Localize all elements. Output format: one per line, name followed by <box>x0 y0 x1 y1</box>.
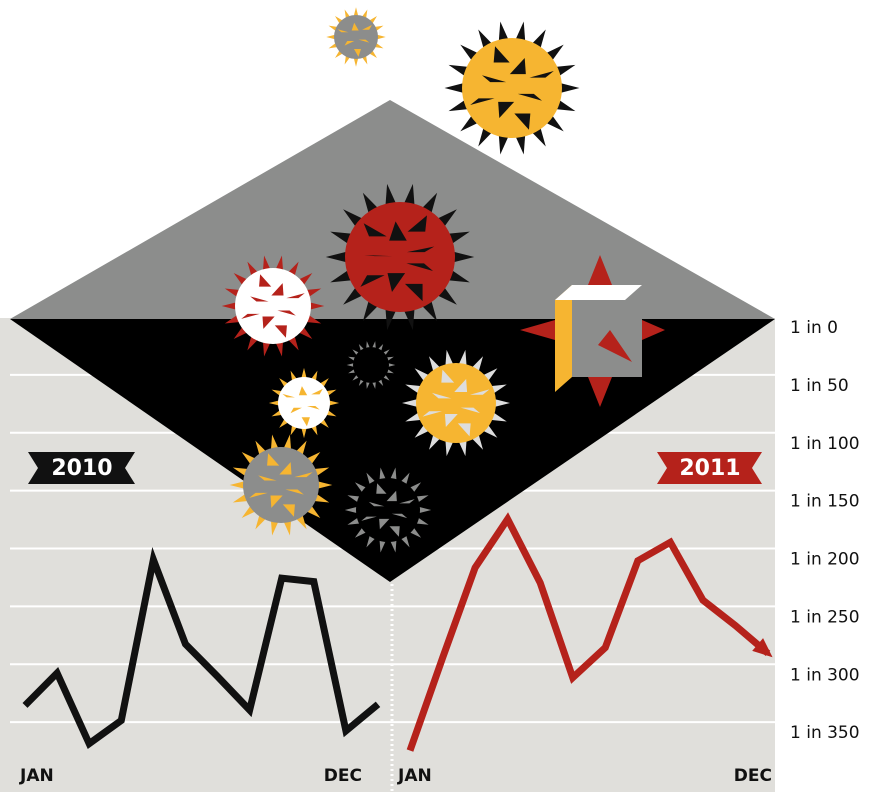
y-tick-label: 1 in 250 <box>790 607 860 627</box>
y-tick-label: 1 in 50 <box>790 376 849 396</box>
virus <box>269 368 339 438</box>
virus-body <box>462 38 562 138</box>
virus-body <box>353 347 389 383</box>
virus <box>445 22 580 155</box>
y-tick-label: 1 in 300 <box>790 665 860 685</box>
chart: 2010 2011 JAN DEC 1 in 0 1 in 50 1 in 100 1 i… <box>0 0 877 792</box>
virus-body <box>243 447 319 523</box>
virus-body <box>345 202 455 312</box>
y-tick-label: 1 in 200 <box>790 550 860 570</box>
badge-2011: 2011 <box>657 452 762 484</box>
badge-2010: 2010 <box>28 452 135 484</box>
badge-label: 2011 <box>679 456 740 481</box>
x-tick-label: JAN <box>19 766 54 786</box>
virus-body <box>356 478 420 542</box>
cube-side <box>555 285 572 392</box>
virus-body <box>416 363 496 443</box>
x-tick-label: DEC <box>734 766 772 786</box>
y-tick-label: 1 in 0 <box>790 318 838 338</box>
x-tick-label: JAN <box>397 766 432 786</box>
badge-label: 2010 <box>51 456 112 481</box>
virus-body <box>235 268 311 344</box>
y-tick-label: 1 in 350 <box>790 723 860 743</box>
y-tick-label: 1 in 100 <box>790 434 860 454</box>
x-tick-label: DEC <box>324 766 362 786</box>
virus <box>326 7 385 66</box>
y-tick-label: 1 in 150 <box>790 492 860 512</box>
